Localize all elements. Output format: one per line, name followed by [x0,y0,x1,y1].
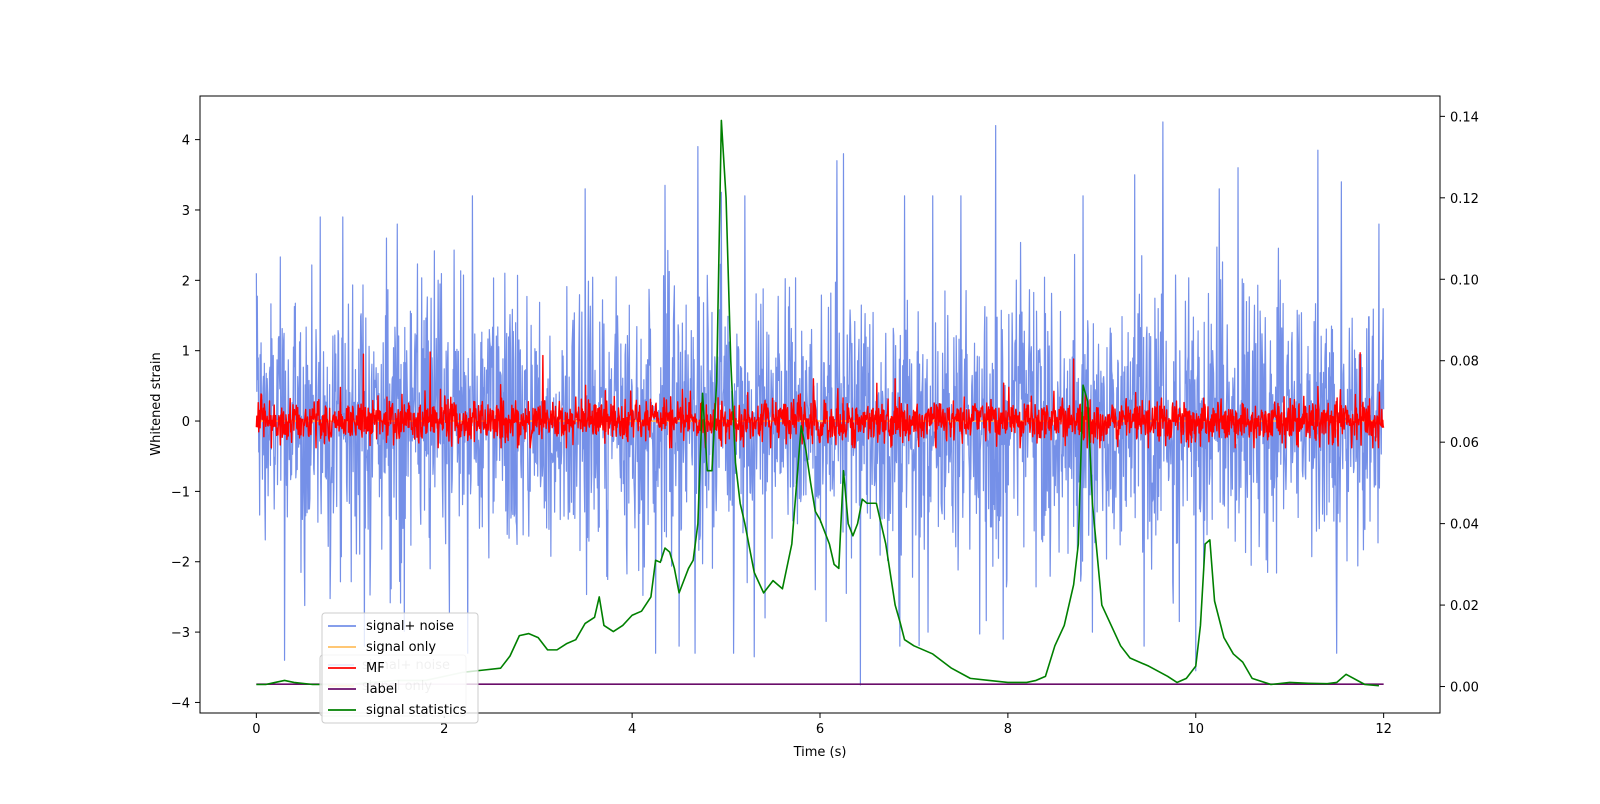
y-left-tick-label: 0 [182,415,190,430]
legend-label-label: label [366,682,397,697]
y-left-tick-label: 2 [182,274,190,289]
y-right-tick-label: 0.08 [1450,355,1479,370]
legend: signal+ noise signal onlysignal+ noise sig… [319,612,479,724]
y-left-tick-label: 1 [182,345,190,360]
x-tick-label: 8 [1004,722,1012,737]
y-left-tick-label: −4 [171,696,190,711]
y-left-tick-label: −3 [171,626,190,641]
y-right-tick-label: 0.12 [1450,192,1479,207]
y-right-tick-label: 0.10 [1450,273,1479,288]
y-left-axis-ticks: −4 −3 −2 −1 0 1 2 3 4 [171,134,200,711]
y-right-tick-label: 0.14 [1450,110,1479,125]
series-layer [255,119,1385,687]
series-line-signal-statistics [256,119,1380,687]
x-tick-label: 2 [440,722,448,737]
legend-label-signal-statistics: signal statistics [366,703,467,718]
legend-label-signal-noise: signal+ noise [366,619,454,634]
x-tick-label: 10 [1187,722,1204,737]
legend-label-signal-only: signal only [366,640,436,655]
y-axis-label-left: Whitened strain [149,352,164,455]
x-tick-label: 4 [628,722,636,737]
y-left-tick-label: 4 [182,134,190,149]
legend-main: signal+ noise signal only MF label signal st… [321,612,479,724]
legend-label-mf: MF [366,661,385,676]
x-tick-label: 12 [1375,722,1392,737]
y-left-tick-label: 3 [182,204,190,219]
y-left-tick-label: −2 [171,556,190,571]
x-axis-label: Time (s) [793,745,847,760]
series-line-mf [255,351,1385,449]
y-left-tick-label: −1 [171,485,190,500]
y-right-tick-label: 0.04 [1450,518,1479,533]
x-tick-label: 6 [816,722,824,737]
y-right-tick-label: 0.00 [1450,681,1479,696]
y-right-tick-label: 0.06 [1450,436,1479,451]
y-right-axis-ticks: 0.00 0.02 0.04 0.06 0.08 0.10 0.12 0.14 [1440,110,1479,696]
x-axis-ticks: 0 2 4 6 8 10 12 [252,713,1392,737]
x-tick-label: 0 [252,722,260,737]
legend-box [321,612,479,724]
y-right-tick-label: 0.02 [1450,599,1479,614]
